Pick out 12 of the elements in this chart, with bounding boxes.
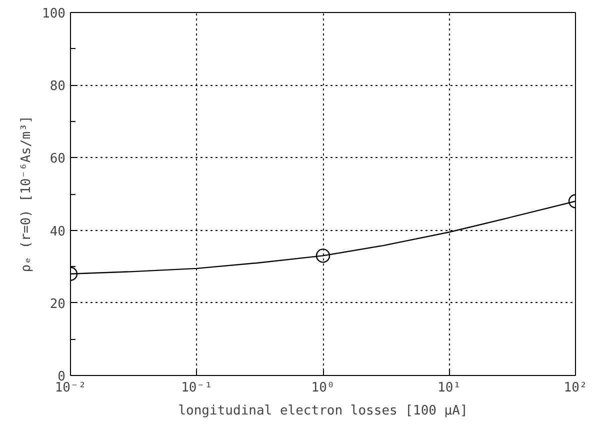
- x-tick-label: 10²: [564, 380, 588, 396]
- y-tick-label: 20: [50, 296, 66, 312]
- x-tick-label: 10¹: [438, 380, 461, 396]
- y-tick-label: 40: [50, 224, 66, 240]
- x-tick-label: 10⁻²: [54, 380, 86, 396]
- x-axis-title: longitudinal electron losses [100 μA]: [178, 404, 468, 418]
- y-tick-label: 100: [42, 6, 66, 22]
- y-tick-label: 80: [50, 79, 66, 94]
- x-tick-label: 10⁰: [311, 380, 335, 396]
- x-tick-label: 10⁻¹: [181, 380, 212, 396]
- y-tick-label: 60: [50, 152, 66, 167]
- y-axis-title: ρₑ (r=0) [10⁻⁶As/m³]: [19, 116, 34, 272]
